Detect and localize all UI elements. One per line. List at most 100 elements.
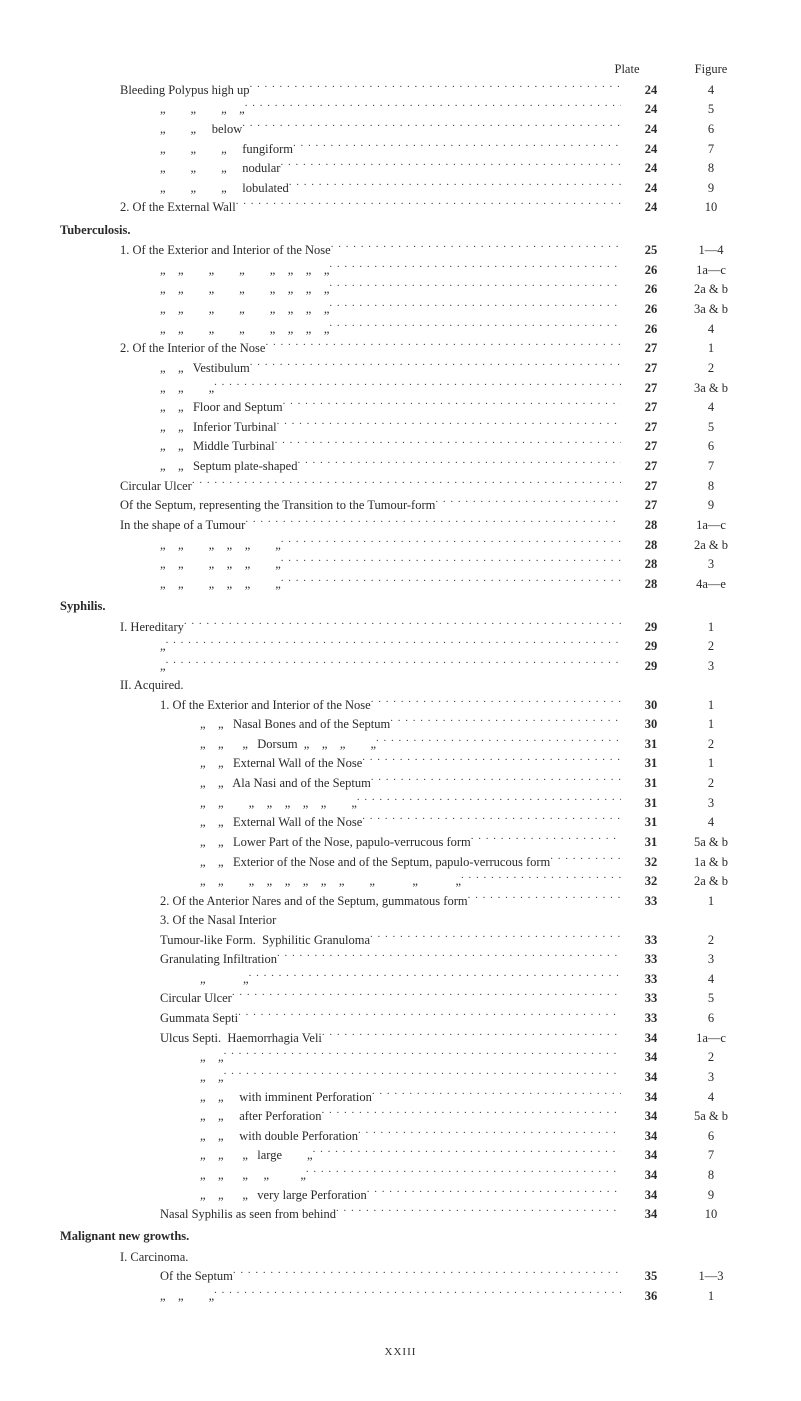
- plate-number: 32: [621, 872, 681, 890]
- leader-dots: [550, 852, 621, 866]
- leader-dots: [214, 1286, 621, 1300]
- table-row: II. Acquired.: [60, 676, 741, 694]
- table-row: „ „334: [60, 969, 741, 988]
- table-row: I. Carcinoma.: [60, 1248, 741, 1266]
- figure-number: 4: [681, 1088, 741, 1106]
- leader-dots: [329, 300, 621, 314]
- leader-dots: [192, 476, 621, 490]
- row-label: „ „ „: [160, 1287, 214, 1305]
- table-row: „ „ below246: [60, 119, 741, 138]
- row-label: „ „ „ „ „ „ „ „: [200, 794, 357, 812]
- leader-dots: [362, 813, 621, 827]
- leader-dots: [224, 1067, 621, 1081]
- figure-number: 6: [681, 120, 741, 138]
- table-row: „ „ „ fungiform247: [60, 139, 741, 158]
- plate-number: 31: [621, 735, 681, 753]
- row-label: „ „ External Wall of the Nose: [200, 813, 362, 831]
- plate-number: 33: [621, 892, 681, 910]
- figure-number: 5a & b: [681, 833, 741, 851]
- figure-number: 9: [681, 179, 741, 197]
- leader-dots: [214, 378, 621, 392]
- figure-number: 4: [681, 970, 741, 988]
- plate-number: 34: [621, 1068, 681, 1086]
- row-label: „ „ „ „ „: [200, 1166, 306, 1184]
- leader-dots: [322, 1028, 621, 1042]
- plate-number: 34: [621, 1048, 681, 1066]
- figure-number: 2: [681, 931, 741, 949]
- plate-number: 24: [621, 140, 681, 158]
- table-row: Bleeding Polypus high up244: [60, 80, 741, 99]
- figure-number: 6: [681, 1009, 741, 1027]
- leader-dots: [289, 178, 621, 192]
- row-label: 2. Of the Interior of the Nose: [120, 339, 265, 357]
- plate-number: 31: [621, 813, 681, 831]
- table-row: 2. Of the External Wall2410: [60, 198, 741, 217]
- rows-container: Bleeding Polypus high up244„ „ „ „245„ „…: [60, 80, 741, 1305]
- table-row: „ „ Ala Nasi and of the Septum312: [60, 774, 741, 793]
- figure-number: 2: [681, 774, 741, 792]
- figure-number: 9: [681, 1186, 741, 1204]
- row-label: Of the Septum: [160, 1267, 233, 1285]
- figure-number: 8: [681, 159, 741, 177]
- plate-number: 26: [621, 261, 681, 279]
- leader-dots: [371, 774, 621, 788]
- row-label: Tumour-like Form. Syphilitic Granuloma: [160, 931, 370, 949]
- leader-dots: [280, 159, 621, 173]
- plate-number: 32: [621, 853, 681, 871]
- plate-number: 34: [621, 1146, 681, 1164]
- leader-dots: [236, 198, 621, 212]
- row-label: „ „ „ nodular: [160, 159, 280, 177]
- row-label: Nasal Syphilis as seen from behind: [160, 1205, 336, 1223]
- plate-number: 27: [621, 359, 681, 377]
- leader-dots: [461, 872, 621, 886]
- row-label: „ „ „ „ „ „ „ „: [160, 280, 329, 298]
- plate-number: 35: [621, 1267, 681, 1285]
- leader-dots: [362, 754, 621, 768]
- row-label: „ „ „ fungiform: [160, 140, 293, 158]
- row-label: 1. Of the Exterior and Interior of the N…: [160, 696, 371, 714]
- plate-number: 27: [621, 418, 681, 436]
- leader-dots: [471, 832, 621, 846]
- figure-number: 1: [681, 892, 741, 910]
- figure-number: 2: [681, 735, 741, 753]
- figure-number: 7: [681, 457, 741, 475]
- row-label: In the shape of a Tumour: [120, 516, 245, 534]
- table-row: „ „ „ „ „ „ „ „261a—c: [60, 260, 741, 279]
- row-label: „ „ after Perforation: [200, 1107, 321, 1125]
- plate-number: 24: [621, 198, 681, 216]
- plate-number: 27: [621, 496, 681, 514]
- plate-number: 31: [621, 774, 681, 792]
- row-label: Granulating Infiltration: [160, 950, 277, 968]
- leader-dots: [232, 989, 621, 1003]
- page-footer: XXIII: [60, 1345, 741, 1361]
- table-row: In the shape of a Tumour281a—c: [60, 515, 741, 534]
- row-label: Gummata Septi: [160, 1009, 238, 1027]
- plate-number: 31: [621, 754, 681, 772]
- leader-dots: [321, 1107, 621, 1121]
- figure-number: 5: [681, 989, 741, 1007]
- figure-number: 1a—c: [681, 261, 741, 279]
- table-row: „ „ Inferior Turbinal275: [60, 417, 741, 436]
- leader-dots: [306, 1166, 621, 1180]
- row-label: I. Carcinoma.: [120, 1248, 188, 1266]
- row-label: Bleeding Polypus high up: [120, 81, 250, 99]
- row-label: „ „ „ „ „ „: [160, 575, 281, 593]
- plate-number: 27: [621, 398, 681, 416]
- plate-number: 28: [621, 575, 681, 593]
- table-row: „ „343: [60, 1067, 741, 1086]
- row-label: „ „ „: [160, 379, 214, 397]
- figure-number: 1: [681, 339, 741, 357]
- table-row: 2. Of the Interior of the Nose271: [60, 339, 741, 358]
- leader-dots: [390, 715, 621, 729]
- plate-number: 33: [621, 989, 681, 1007]
- table-row: 1. Of the Exterior and Interior of the N…: [60, 241, 741, 260]
- figure-number: 3: [681, 950, 741, 968]
- plate-number: 29: [621, 637, 681, 655]
- row-label: 1. Of the Exterior and Interior of the N…: [120, 241, 331, 259]
- figure-number: 1—3: [681, 1267, 741, 1285]
- plate-number: 34: [621, 1205, 681, 1223]
- plate-number: 26: [621, 300, 681, 318]
- section-heading: Tuberculosis.: [60, 221, 741, 239]
- leader-dots: [250, 358, 621, 372]
- figure-number: 4: [681, 398, 741, 416]
